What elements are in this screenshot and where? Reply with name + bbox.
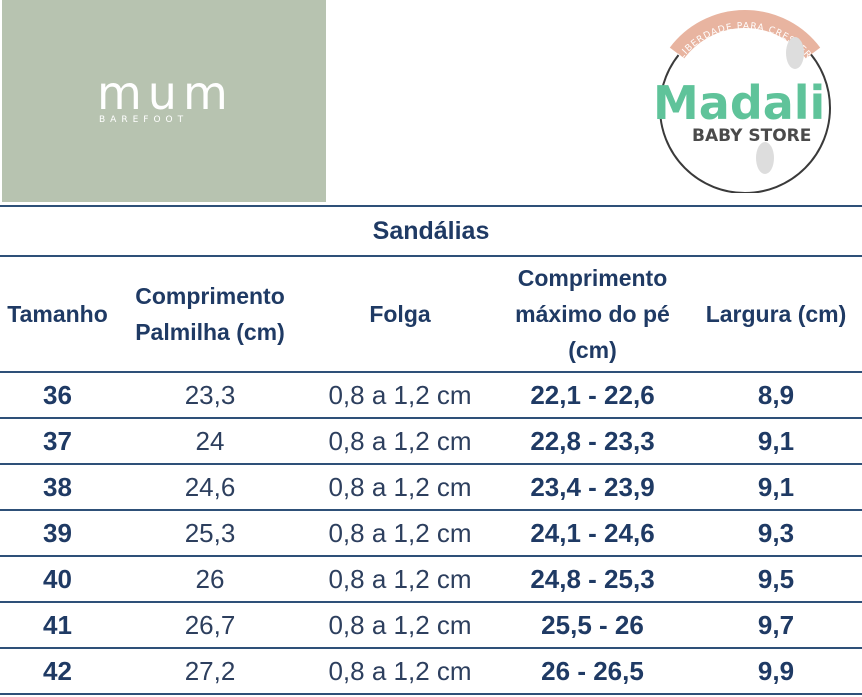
gap-cell: 0,8 a 1,2 cm: [305, 464, 495, 511]
size-cell: 41: [0, 602, 115, 649]
size-cell: 37: [0, 418, 115, 465]
gap-cell: 0,8 a 1,2 cm: [305, 418, 495, 465]
width-cell: 8,9: [690, 372, 862, 419]
width-cell: 9,3: [690, 510, 862, 557]
width-cell: 9,7: [690, 602, 862, 649]
insole-cell: 26: [115, 556, 305, 603]
madali-logo-name: Madali: [653, 76, 826, 130]
foot-length-cell: 25,5 - 26: [495, 602, 690, 649]
mum-logo-tagline: BAREFOOT: [99, 115, 189, 125]
header-insole: Comprimento Palmilha (cm): [115, 256, 305, 373]
table-row: 37 24 0,8 a 1,2 cm 22,8 - 23,3 9,1: [0, 418, 862, 465]
gap-cell: 0,8 a 1,2 cm: [305, 602, 495, 649]
gap-cell: 0,8 a 1,2 cm: [305, 372, 495, 419]
insole-cell: 27,2: [115, 648, 305, 695]
insole-cell: 24: [115, 418, 305, 465]
mum-logo-text: mum: [97, 66, 234, 120]
foot-length-cell: 23,4 - 23,9: [495, 464, 690, 511]
width-cell: 9,5: [690, 556, 862, 603]
insole-cell: 24,6: [115, 464, 305, 511]
gap-cell: 0,8 a 1,2 cm: [305, 556, 495, 603]
table-row: 42 27,2 0,8 a 1,2 cm 26 - 26,5 9,9: [0, 648, 862, 695]
header-width: Largura (cm): [690, 256, 862, 373]
size-cell: 42: [0, 648, 115, 695]
foot-length-cell: 24,1 - 24,6: [495, 510, 690, 557]
table-row: 39 25,3 0,8 a 1,2 cm 24,1 - 24,6 9,3: [0, 510, 862, 557]
foot-length-cell: 24,8 - 25,3: [495, 556, 690, 603]
insole-cell: 23,3: [115, 372, 305, 419]
foot-length-cell: 22,1 - 22,6: [495, 372, 690, 419]
mum-barefoot-logo: mum BAREFOOT: [2, 0, 326, 202]
insole-cell: 26,7: [115, 602, 305, 649]
madali-logo-arc-icon: LIBERDADE PARA CRESCER: [659, 10, 831, 193]
width-cell: 9,1: [690, 464, 862, 511]
header-gap: Folga: [305, 256, 495, 373]
table-row: 40 26 0,8 a 1,2 cm 24,8 - 25,3 9,5: [0, 556, 862, 603]
table-row: 36 23,3 0,8 a 1,2 cm 22,1 - 22,6 8,9: [0, 372, 862, 419]
table-row: 41 26,7 0,8 a 1,2 cm 25,5 - 26 9,7: [0, 602, 862, 649]
foot-length-cell: 26 - 26,5: [495, 648, 690, 695]
size-cell: 40: [0, 556, 115, 603]
table-title: Sandálias: [0, 205, 862, 257]
madali-logo: LIBERDADE PARA CRESCER Madali BABY STORE: [645, 8, 845, 193]
gap-cell: 0,8 a 1,2 cm: [305, 510, 495, 557]
foot-length-cell: 22,8 - 23,3: [495, 418, 690, 465]
size-table: Sandálias Tamanho Comprimento Palmilha (…: [0, 205, 862, 695]
size-cell: 39: [0, 510, 115, 557]
table-row: 38 24,6 0,8 a 1,2 cm 23,4 - 23,9 9,1: [0, 464, 862, 511]
width-cell: 9,1: [690, 418, 862, 465]
header-size: Tamanho: [0, 256, 115, 373]
size-cell: 36: [0, 372, 115, 419]
width-cell: 9,9: [690, 648, 862, 695]
size-cell: 38: [0, 464, 115, 511]
gap-cell: 0,8 a 1,2 cm: [305, 648, 495, 695]
insole-cell: 25,3: [115, 510, 305, 557]
header-foot-length: Comprimento máximo do pé (cm): [495, 256, 690, 373]
madali-logo-subtitle: BABY STORE: [692, 126, 812, 146]
